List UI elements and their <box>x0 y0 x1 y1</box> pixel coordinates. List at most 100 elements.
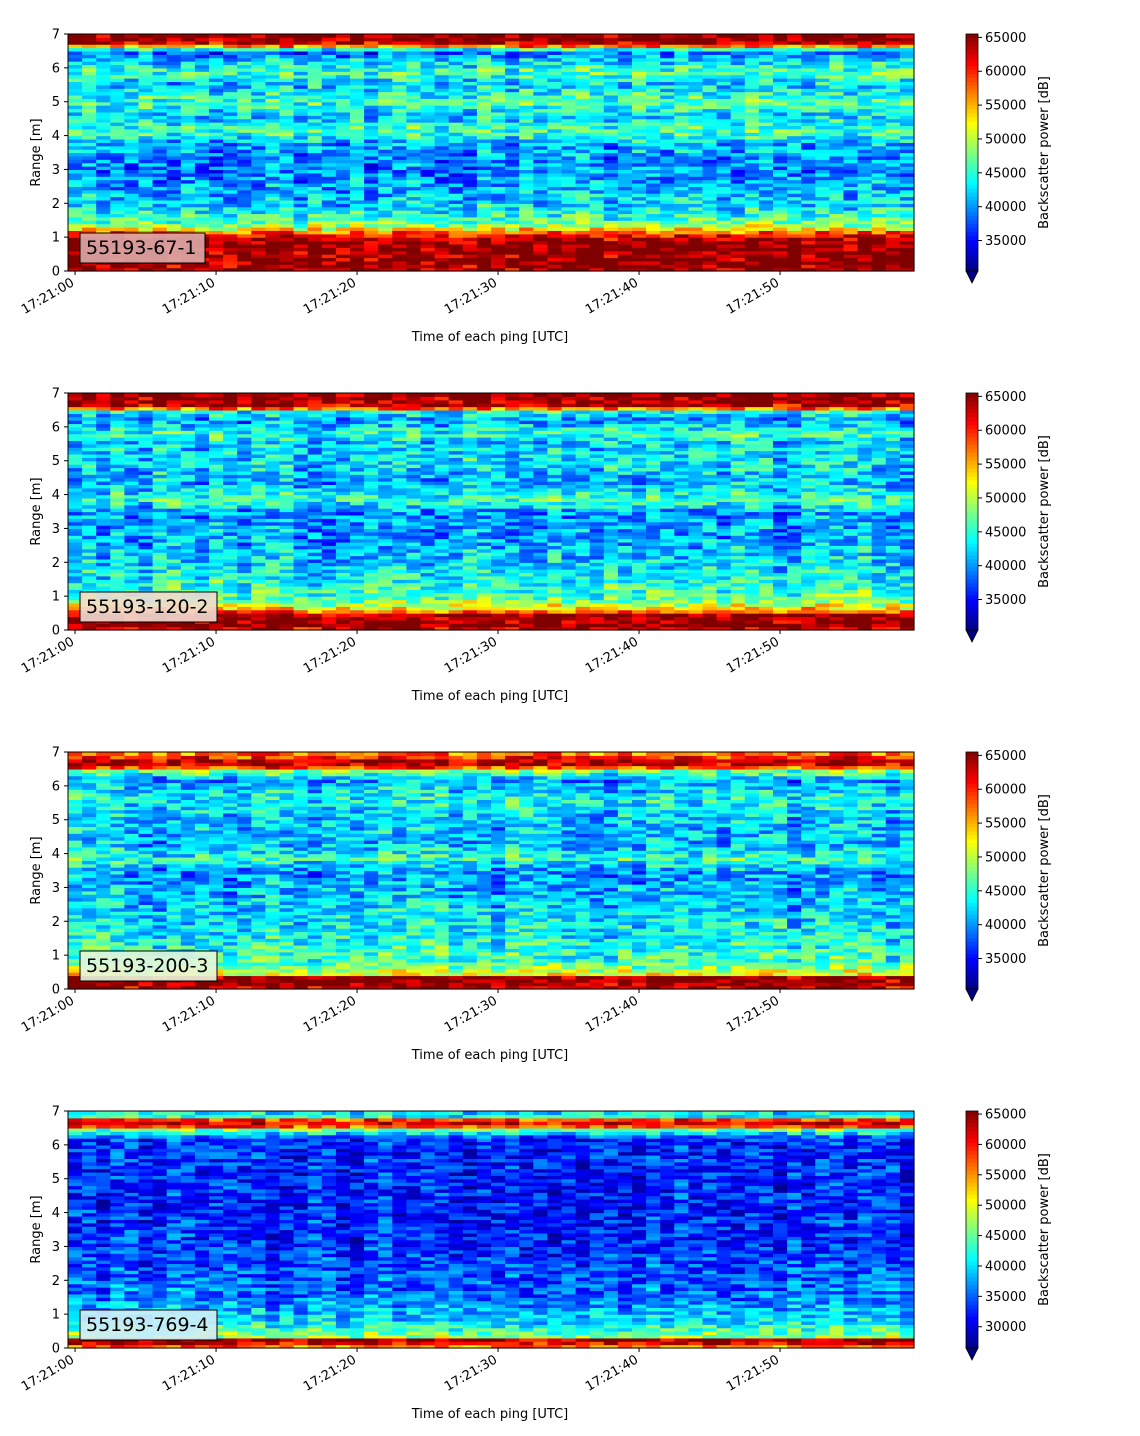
heatmap-cell <box>801 240 816 245</box>
heatmap-cell <box>392 237 407 242</box>
heatmap-cell <box>758 40 774 45</box>
heatmap-cell <box>899 179 915 184</box>
heatmap-cell <box>350 37 365 42</box>
heatmap-cell <box>885 98 901 103</box>
heatmap-cell <box>744 67 760 72</box>
heatmap-cell <box>730 264 746 269</box>
heatmap-cell <box>237 138 252 143</box>
heatmap-cell <box>589 226 605 231</box>
heatmap-cell <box>801 64 816 69</box>
heatmap-cell <box>476 115 492 120</box>
heatmap-cell <box>152 267 168 272</box>
heatmap-cell <box>871 196 887 201</box>
heatmap-cell <box>138 433 154 438</box>
heatmap-cell <box>815 94 830 99</box>
heatmap-cell <box>420 196 436 201</box>
heatmap-cell <box>152 545 168 550</box>
heatmap-cell <box>476 50 492 55</box>
heatmap-cell <box>773 264 788 269</box>
heatmap-cell <box>787 254 802 259</box>
heatmap-cell <box>434 145 450 150</box>
heatmap-cell <box>420 47 436 52</box>
heatmap-cell <box>251 122 266 127</box>
heatmap-cell <box>321 237 337 242</box>
colorbar-tick-label: 50000 <box>985 132 1026 147</box>
heatmap-cell <box>166 440 182 445</box>
heatmap-cell <box>533 61 548 66</box>
heatmap-cell <box>871 91 887 96</box>
heatmap-cell <box>406 105 422 110</box>
heatmap-cell <box>561 91 577 96</box>
heatmap-cell <box>194 172 210 177</box>
heatmap-cell <box>180 423 196 428</box>
heatmap-cell <box>378 230 393 235</box>
colorbar-segment <box>966 172 978 177</box>
heatmap-cell <box>138 210 154 215</box>
heatmap-cell <box>843 135 859 140</box>
heatmap-cell <box>434 91 450 96</box>
heatmap-cell <box>617 34 633 38</box>
heatmap-cell <box>561 135 577 140</box>
heatmap-cell <box>716 182 732 187</box>
colorbar-segment <box>966 152 978 157</box>
heatmap-cell <box>476 233 492 238</box>
heatmap-cell <box>152 538 168 543</box>
heatmap-cell <box>575 223 591 228</box>
heatmap-cell <box>307 199 323 204</box>
heatmap-cell <box>251 34 266 38</box>
heatmap-cell <box>335 101 351 106</box>
heatmap-cell <box>110 210 125 215</box>
heatmap-cell <box>787 47 802 52</box>
heatmap-cell <box>857 237 873 242</box>
heatmap-cell <box>871 74 887 79</box>
heatmap-cell <box>223 233 238 238</box>
heatmap-cell <box>899 240 915 245</box>
heatmap-cell <box>462 111 478 116</box>
heatmap-cell <box>702 182 718 187</box>
heatmap-cell <box>152 467 168 472</box>
heatmap-cell <box>448 105 464 110</box>
heatmap-cell <box>82 172 97 177</box>
heatmap-cell <box>335 128 351 133</box>
heatmap-cell <box>688 169 704 174</box>
heatmap-cell <box>843 155 859 160</box>
heatmap-cell <box>68 443 83 448</box>
heatmap-cell <box>716 237 732 242</box>
heatmap-cell <box>519 199 534 204</box>
heatmap-cell <box>589 257 605 262</box>
heatmap-cell <box>660 172 675 177</box>
heatmap-cell <box>660 169 675 174</box>
heatmap-cell <box>575 203 591 208</box>
heatmap-cell <box>476 128 492 133</box>
heatmap-cell <box>617 111 633 116</box>
heatmap-cell <box>420 193 436 198</box>
heatmap-cell <box>462 74 478 79</box>
heatmap-cell <box>110 230 125 235</box>
heatmap-cell <box>335 237 351 242</box>
heatmap-cell <box>180 94 196 99</box>
heatmap-cell <box>773 118 788 123</box>
heatmap-cell <box>265 179 281 184</box>
heatmap-cell <box>364 50 379 55</box>
heatmap-cell <box>364 118 379 123</box>
heatmap-cell <box>505 169 520 174</box>
heatmap-cell <box>180 508 196 513</box>
heatmap-cell <box>744 152 760 157</box>
heatmap-cell <box>476 267 492 272</box>
heatmap-cell <box>251 166 266 171</box>
heatmap-cell <box>491 142 506 147</box>
heatmap-cell <box>561 94 577 99</box>
heatmap-cell <box>730 47 746 52</box>
heatmap-cell <box>82 460 97 465</box>
heatmap-cell <box>603 145 619 150</box>
heatmap-cell <box>279 47 295 52</box>
heatmap-cell <box>350 220 365 225</box>
heatmap-cell <box>448 61 464 66</box>
heatmap-cell <box>702 223 718 228</box>
heatmap-cell <box>82 162 97 167</box>
heatmap-cell <box>265 101 281 106</box>
heatmap-cell <box>758 111 774 116</box>
heatmap-cell <box>462 155 478 160</box>
heatmap-cell <box>871 145 887 150</box>
heatmap-cell <box>237 34 252 38</box>
